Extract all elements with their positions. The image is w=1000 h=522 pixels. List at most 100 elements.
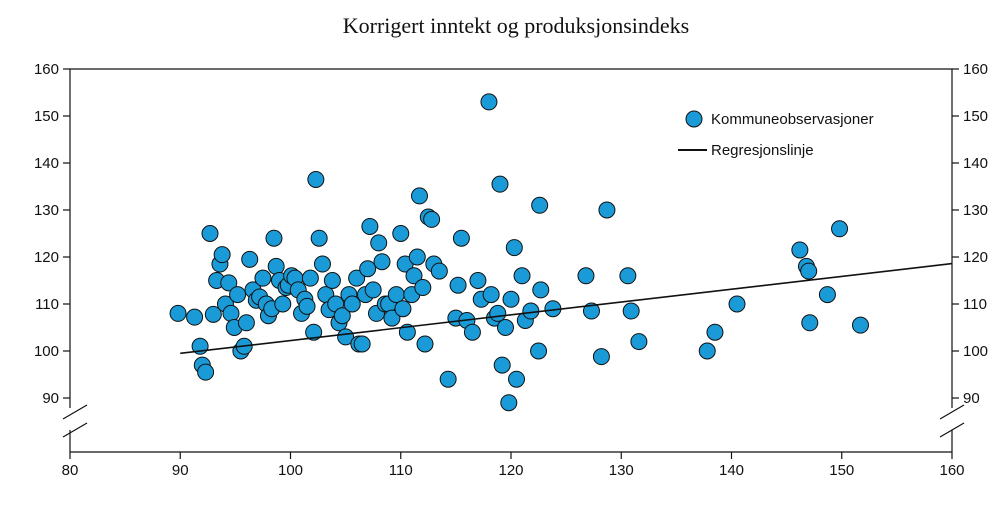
left-break-mark-1 — [62, 404, 88, 420]
data-point — [493, 356, 511, 374]
axis-ticks: 80 90 100 110 120 130 140 150 160 90 90 100 100 110 11… — [34, 61, 988, 479]
data-point — [186, 308, 204, 326]
x-tick-label: 140 — [719, 462, 744, 479]
data-point — [505, 239, 523, 257]
data-point — [831, 220, 849, 238]
data-point — [383, 309, 401, 327]
data-point — [265, 229, 283, 247]
data-point — [698, 342, 716, 360]
data-point — [728, 295, 746, 313]
x-tick-label: 80 — [62, 462, 79, 479]
data-point — [353, 335, 371, 353]
y-tick-label-left: 140 — [34, 155, 59, 172]
y-tick-label-right: 110 — [963, 296, 987, 313]
data-point — [619, 267, 637, 285]
data-point — [323, 272, 341, 289]
right-break-mark-2 — [939, 422, 965, 438]
legend: Kommuneobservasjoner Regresjonslinje — [678, 110, 874, 159]
data-point — [630, 333, 648, 351]
data-point — [577, 267, 595, 285]
data-point — [791, 241, 809, 259]
data-point — [267, 257, 285, 275]
data-point — [449, 276, 467, 294]
data-point — [582, 302, 600, 320]
y-tick-label-right: 140 — [963, 155, 988, 172]
left-break-mark-2 — [62, 422, 88, 438]
data-point — [298, 297, 316, 315]
x-tick-label: 110 — [389, 462, 413, 479]
data-point — [222, 304, 240, 322]
data-point — [313, 255, 331, 273]
regression-line — [180, 262, 953, 355]
data-point — [343, 295, 361, 313]
right-break-mark-1 — [939, 404, 965, 420]
data-point — [500, 394, 518, 412]
data-point — [237, 314, 255, 332]
data-point — [370, 234, 388, 252]
data-point — [463, 323, 481, 341]
data-point — [201, 225, 219, 242]
data-point — [513, 267, 531, 285]
legend-marker-points — [685, 110, 703, 128]
y-tick-label-left: 120 — [34, 249, 59, 266]
data-point — [204, 305, 222, 323]
data-point — [530, 342, 548, 360]
x-tick-label: 100 — [278, 462, 303, 479]
data-point — [439, 370, 457, 388]
data-point — [482, 286, 500, 304]
data-point — [364, 281, 382, 299]
data-point — [254, 269, 272, 287]
y-tick-label-right: 160 — [963, 61, 988, 78]
data-point — [491, 175, 509, 193]
data-point — [220, 274, 238, 292]
data-point — [818, 286, 836, 304]
y-tick-label-right: 120 — [963, 249, 988, 266]
x-tick-label: 90 — [172, 462, 189, 479]
data-point — [423, 210, 441, 228]
x-tick-label: 120 — [498, 462, 523, 479]
legend-label-line: Regresjonslinje — [711, 142, 814, 159]
data-point — [416, 335, 434, 353]
data-point — [373, 253, 391, 271]
data-point — [489, 304, 507, 322]
data-point — [414, 279, 432, 297]
data-point — [301, 269, 319, 287]
data-point — [405, 267, 423, 285]
data-point — [502, 290, 520, 308]
y-tick-label-right: 130 — [963, 202, 988, 219]
left-axis — [69, 68, 953, 408]
data-point — [801, 314, 819, 332]
data-point — [348, 269, 366, 287]
chart-title: Korrigert inntekt og produksjonsindeks — [343, 13, 689, 38]
data-point — [410, 187, 428, 205]
y-tick-label-left: 100 — [34, 343, 59, 360]
y-tick-label-left: 90 — [42, 390, 59, 407]
y-tick-label-right: 100 — [963, 343, 988, 360]
data-point — [392, 225, 410, 242]
data-point — [274, 295, 292, 313]
data-point — [361, 217, 379, 235]
data-point — [430, 262, 448, 280]
data-point — [800, 262, 818, 280]
y-tick-label-left: 150 — [34, 108, 59, 125]
data-point — [359, 260, 377, 278]
y-tick-label-left: 110 — [35, 296, 59, 313]
y-tick-label-left: 130 — [34, 202, 59, 219]
data-point — [598, 201, 616, 219]
data-point — [169, 304, 187, 322]
data-point — [469, 272, 487, 289]
data-point — [496, 319, 514, 336]
y-tick-label-right: 90 — [963, 390, 980, 407]
data-point — [480, 93, 498, 111]
data-point — [522, 302, 540, 320]
x-tick-label: 130 — [609, 462, 634, 479]
data-point — [592, 348, 610, 366]
data-point — [531, 196, 549, 214]
y-tick-label-right: 150 — [963, 108, 988, 125]
data-point — [622, 302, 640, 320]
data-point — [333, 307, 351, 325]
regression-line-group — [180, 262, 953, 355]
data-point — [387, 286, 405, 304]
data-point — [394, 300, 412, 318]
